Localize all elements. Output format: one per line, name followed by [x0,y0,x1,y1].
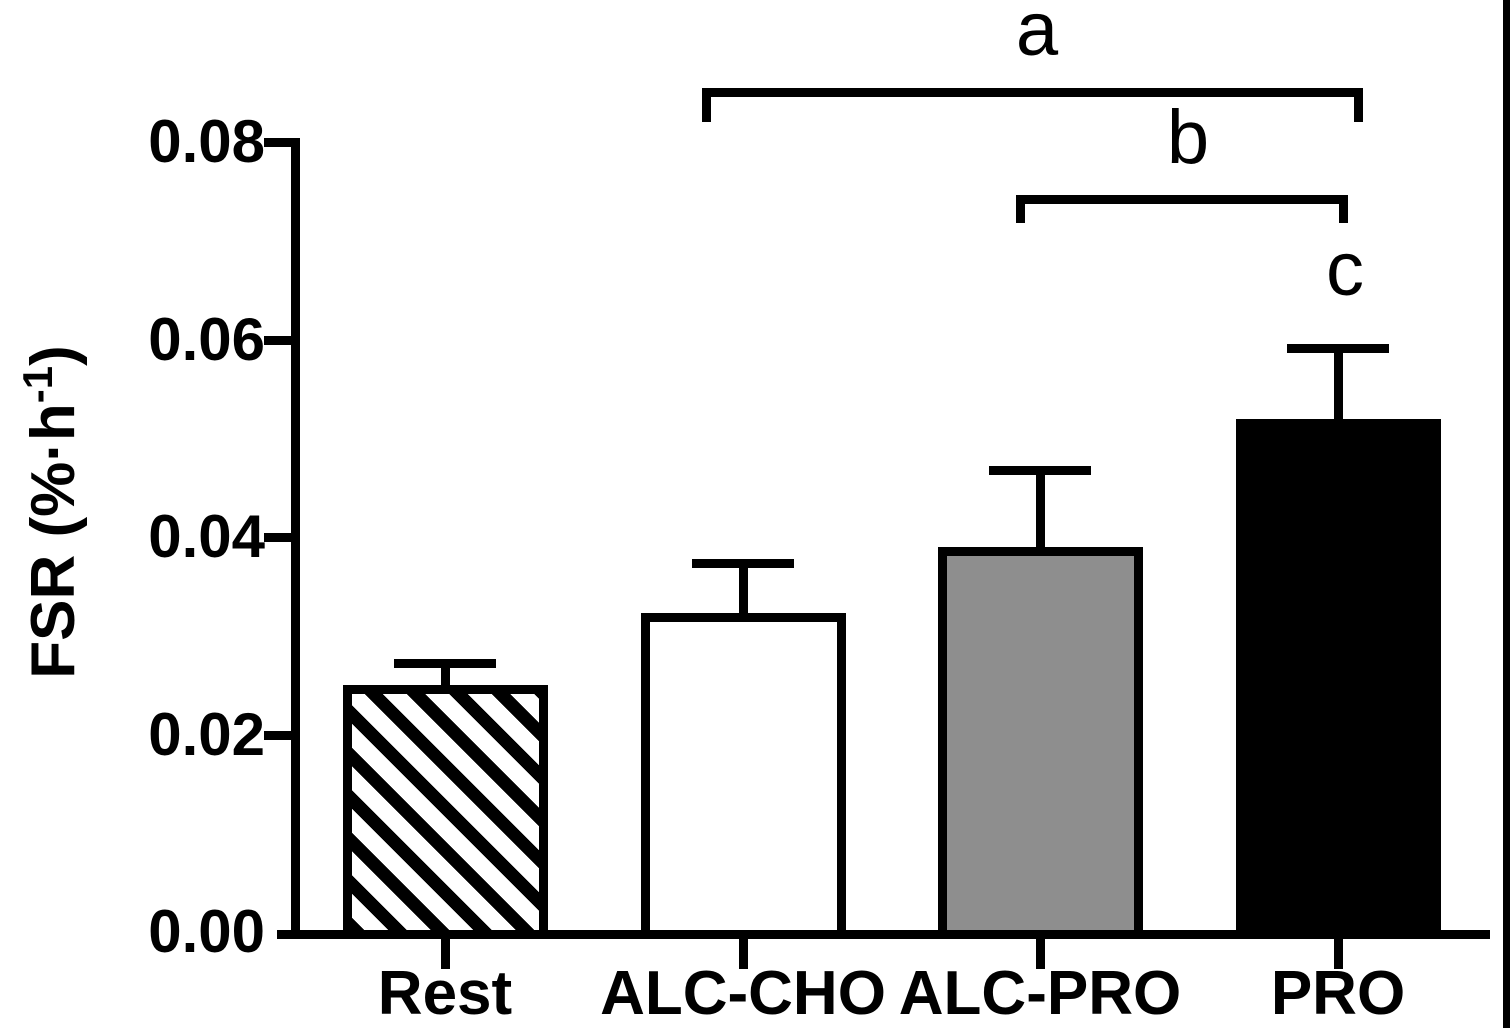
bar-rest [342,685,548,936]
x-tick-rest [441,939,450,969]
significance-bracket-a [702,88,1363,122]
x-axis-line [277,930,1490,939]
y-tick-0.04 [264,533,291,542]
error-stem-alc-cho [739,567,748,615]
x-tick-pro [1334,939,1343,969]
y-axis-line [291,138,300,939]
error-cap-pro [1287,344,1389,353]
error-stem-pro [1334,352,1343,421]
significance-letter-a: a [1015,0,1059,72]
y-tick-label-0.06: 0.06 [148,306,265,373]
y-tick-0.02 [264,731,291,740]
significance-bracket-b [1016,195,1348,223]
x-tick-alc-pro [1036,939,1045,969]
y-tick-label-0.08: 0.08 [148,108,265,175]
y-tick-label-0.00: 0.00 [148,898,265,965]
significance-letter-c: c [1326,227,1364,312]
significance-letter-b: b [1166,95,1210,180]
y-tick-0.08 [264,138,291,147]
error-cap-alc-pro [989,466,1091,475]
x-label-rest: Rest [377,959,513,1028]
x-tick-alc-cho [739,939,748,969]
y-tick-label-0.02: 0.02 [148,701,265,768]
bar-alc-pro [937,547,1143,936]
x-label-alc-pro: ALC-PRO [898,959,1182,1028]
y-axis-title-superscript: -1 [14,365,61,404]
y-axis-title: FSR (%·h-1) [9,262,99,762]
x-label-pro: PRO [1270,959,1406,1028]
y-axis-title-close: ) [19,345,88,366]
error-stem-rest [441,667,450,687]
scan-edge-artifact [1503,0,1510,1028]
error-cap-alc-cho [692,559,794,568]
x-label-alc-cho: ALC-CHO [600,959,886,1028]
error-stem-alc-pro [1036,474,1045,549]
y-tick-label-0.04: 0.04 [148,503,265,570]
error-cap-rest [394,659,496,668]
bar-alc-cho [640,613,846,936]
y-tick-0.06 [264,336,291,345]
y-axis-title-text: FSR (%·h [19,403,88,679]
bar-pro [1235,419,1441,936]
